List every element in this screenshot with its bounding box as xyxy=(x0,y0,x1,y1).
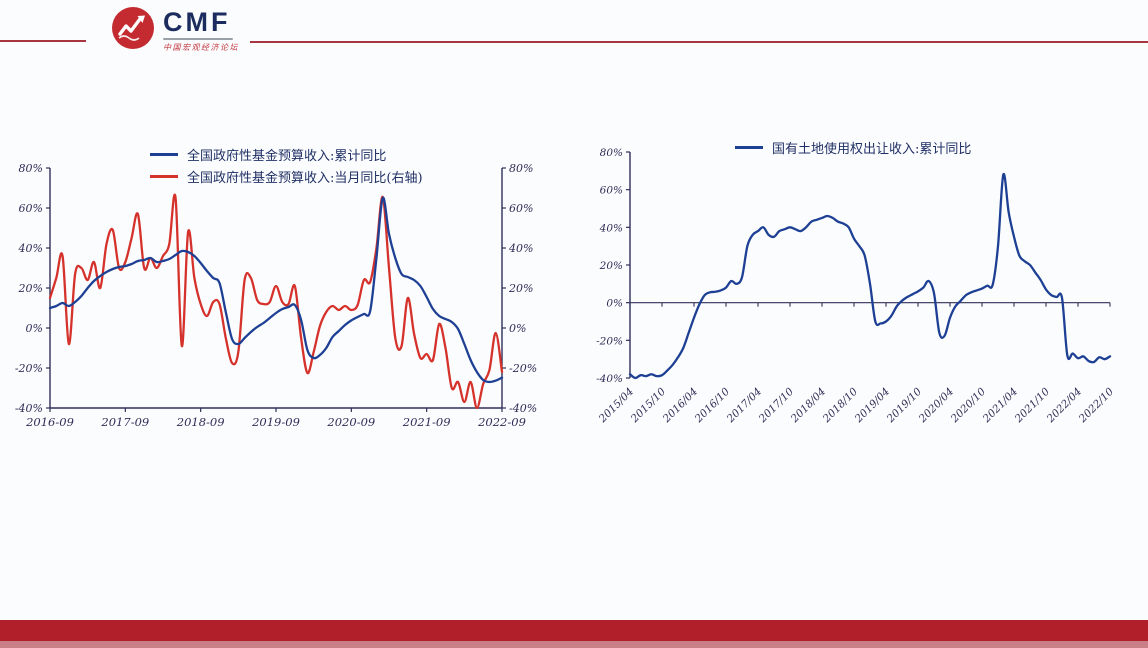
y-tick-label-right: 80% xyxy=(509,162,533,175)
y-tick-label: 20% xyxy=(18,282,43,295)
x-tick-label: 2017-09 xyxy=(100,415,149,429)
line-chart-icon xyxy=(118,15,145,41)
cmf-logo-text-block: CMF 中国宏观经济论坛 xyxy=(163,7,239,53)
chart-government-fund-budget-revenue: 全国政府性基金预算收入:累计同比 全国政府性基金预算收入:当月同比(右轴) 80… xyxy=(5,135,545,445)
legend-label: 全国政府性基金预算收入:当月同比(右轴) xyxy=(187,171,423,186)
x-tick-label: 2017/10 xyxy=(756,385,796,425)
x-tick-label: 2021/04 xyxy=(980,386,1020,426)
x-tick-label: 2018-09 xyxy=(176,415,225,429)
x-tick-label: 2019/10 xyxy=(884,385,924,425)
legend-item: 国有土地使用权出让收入:累计同比 xyxy=(735,138,971,157)
y-tick-label: -40% xyxy=(596,373,623,385)
series-line xyxy=(48,193,504,410)
y-tick-label-right: 20% xyxy=(508,282,533,295)
x-tick-label: 2022-09 xyxy=(477,415,526,429)
legend-item: 全国政府性基金预算收入:累计同比 xyxy=(150,145,423,164)
legend-line-swatch-blue xyxy=(150,153,178,156)
legend-item: 全国政府性基金预算收入:当月同比(右轴) xyxy=(150,167,423,186)
cmf-logo-text: CMF xyxy=(163,7,231,37)
legend-line-swatch-blue xyxy=(735,146,763,149)
y-tick-label: 40% xyxy=(599,222,623,234)
y-tick-label-right: 60% xyxy=(509,202,533,215)
series-line xyxy=(628,173,1112,380)
footer-accent-strip xyxy=(0,641,1148,648)
y-tick-label: 0% xyxy=(26,322,43,335)
y-tick-label: 0% xyxy=(606,298,623,310)
x-tick-label: 2015/04 xyxy=(596,386,636,426)
series-line xyxy=(48,196,504,384)
y-tick-label-right: 0% xyxy=(509,322,526,335)
chart-state-land-transfer-revenue: 国有土地使用权出让收入:累计同比 80% 60% 40% 20% 0% -20% -40% 2… xyxy=(575,130,1135,450)
cmf-logo-microtext-bar xyxy=(163,38,233,40)
chart2-plot-area: 80%60%40%20%0%-20%-40%2015/042015/102016… xyxy=(596,147,1116,426)
x-tick-label: 2016-09 xyxy=(25,415,74,429)
y-tick-label-right: 40% xyxy=(508,242,533,255)
y-tick-label: 20% xyxy=(599,260,623,272)
x-tick-label: 2018/10 xyxy=(820,385,860,425)
chart1-plot-area: 80% 60% 40% 20% 0% -20% -40% 80% 60% 40% 20% 0% -20%… xyxy=(15,162,537,429)
y-tick-label-right: -40% xyxy=(509,402,537,415)
chart1-legend: 全国政府性基金预算收入:累计同比 全国政府性基金预算收入:当月同比(右轴) xyxy=(150,145,423,186)
header-rule-right xyxy=(250,41,1148,43)
legend-label: 全国政府性基金预算收入:累计同比 xyxy=(187,149,387,164)
x-tick-label: 2016/04 xyxy=(660,386,700,426)
y-tick-label: 60% xyxy=(600,185,623,197)
y-tick-label: -20% xyxy=(596,335,623,347)
legend-line-swatch-red xyxy=(150,175,178,178)
legend-label: 国有土地使用权出让收入:累计同比 xyxy=(772,142,972,157)
y-tick-label: -20% xyxy=(15,362,43,375)
y-tick-label: 40% xyxy=(18,242,43,255)
x-tick-label: 2020-09 xyxy=(326,415,375,429)
x-tick-label: 2019-09 xyxy=(251,415,300,429)
y-tick-label: 80% xyxy=(19,162,43,175)
x-tick-label: 2020/04 xyxy=(916,386,956,426)
y-tick-label: 60% xyxy=(19,202,43,215)
y-tick-label: 80% xyxy=(600,147,623,159)
chart2-legend: 国有土地使用权出让收入:累计同比 xyxy=(735,138,971,157)
x-tick-label: 2021-09 xyxy=(402,415,451,429)
x-tick-label: 2021/10 xyxy=(1012,385,1052,425)
cmf-logo-circle xyxy=(112,7,154,49)
cmf-logo: CMF 中国宏观经济论坛 xyxy=(112,7,239,53)
x-tick-label: 2016/10 xyxy=(692,385,732,425)
x-tick-label: 2022/04 xyxy=(1044,386,1084,426)
y-tick-label: -40% xyxy=(15,402,43,415)
header-rule-left xyxy=(0,40,86,42)
x-tick-label: 2018/04 xyxy=(788,386,828,426)
x-tick-label: 2020/10 xyxy=(948,385,988,425)
x-tick-label: 2022/10 xyxy=(1076,385,1116,425)
y-tick-label-right: -20% xyxy=(509,362,537,375)
cmf-logo-chinese-name: 中国宏观经济论坛 xyxy=(163,43,239,52)
footer-accent-bar xyxy=(0,620,1148,641)
x-tick-label: 2015/10 xyxy=(628,385,668,425)
x-tick-label: 2019/04 xyxy=(852,386,892,426)
x-tick-label: 2017/04 xyxy=(724,386,764,426)
